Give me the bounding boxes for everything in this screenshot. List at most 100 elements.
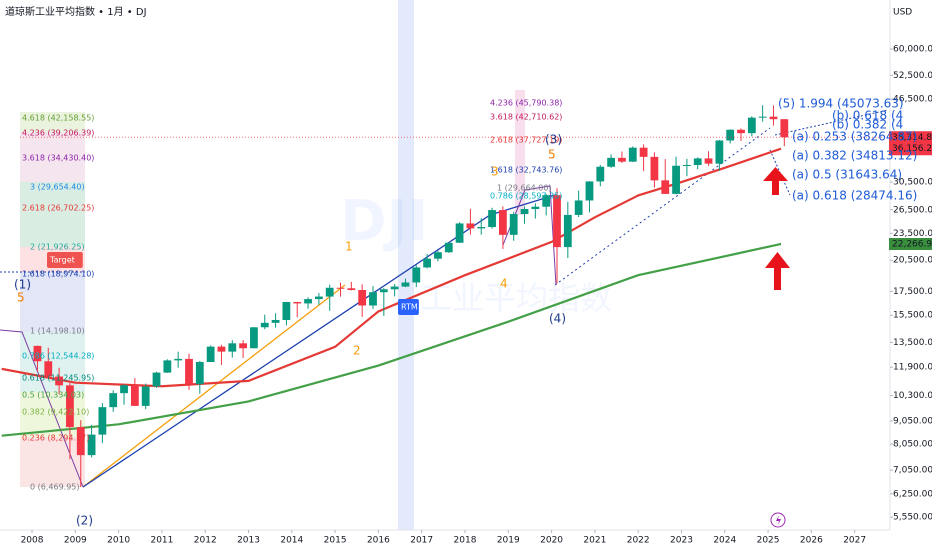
x-tick-label: 2024 (713, 536, 736, 546)
candle-body (672, 165, 680, 194)
candle-body (174, 358, 183, 361)
annotation: 5 (17, 291, 25, 305)
annotation: 3.618 (34,430.40) (22, 154, 94, 163)
candle-body (390, 286, 399, 290)
annotation: 4.236 (39,206.39) (22, 129, 94, 138)
candle-body (379, 289, 388, 293)
annotation: 0.236 (8,294.17) (22, 434, 89, 443)
y-tick-label: 11,900.00 (893, 363, 932, 373)
candle-body (271, 319, 280, 323)
alert-icon[interactable] (770, 512, 786, 528)
candle-body (747, 117, 756, 134)
x-tick-label: 2017 (410, 536, 433, 546)
x-tick-label: 2013 (237, 536, 260, 546)
candle-body (769, 116, 778, 120)
candle-body (304, 299, 312, 304)
annotation: (b) 0.618 (4 (832, 109, 903, 123)
candle-body (358, 290, 367, 306)
arrows (763, 167, 790, 290)
candle-body (195, 362, 204, 385)
annotation: 1 (14,198.10) (30, 327, 85, 336)
watermark: DJI (340, 189, 428, 254)
annotation: (4) (549, 312, 566, 326)
candle-body (55, 376, 63, 386)
annotation: 0.382 (9,422.10) (22, 408, 89, 417)
candle-body (574, 200, 583, 215)
candle-body (206, 346, 215, 363)
annotation: (1) (14, 278, 31, 292)
candle-body (498, 210, 507, 235)
candle-body (66, 385, 74, 428)
candle-body (531, 206, 540, 210)
candle-body (780, 119, 789, 138)
annotation: 0.5 (10,334.03) (22, 391, 84, 400)
annotation: 2 (21,926.25) (30, 243, 85, 252)
candle-body (758, 116, 767, 118)
candle-body (412, 267, 421, 283)
candle-body (401, 282, 410, 287)
candle-body (239, 343, 248, 349)
candle-body (282, 302, 291, 320)
y-tick-label: 7,050.00 (893, 466, 932, 476)
candle-body (325, 287, 334, 297)
ma-line (1, 147, 782, 388)
y-tick-label: 17,500.00 (893, 287, 932, 297)
annotation: RTM (401, 303, 418, 312)
candle-body (130, 385, 139, 406)
annotation: 4.236 (45,790.38) (490, 99, 562, 108)
candle-body (120, 385, 128, 394)
chart-title: 道琼斯工业平均指数 • 1月 • DJ (5, 5, 147, 18)
candle-body (434, 252, 442, 259)
y-tick-label: 23,500.00 (893, 229, 932, 239)
annotation: 1.618 (18,974.10) (22, 270, 94, 279)
candle-body (704, 158, 713, 164)
candle-body (477, 227, 486, 229)
candle-body (44, 361, 53, 377)
highlight-band (398, 0, 414, 530)
candle-body (141, 386, 150, 406)
candle-body (109, 393, 118, 408)
candle-body (152, 372, 161, 387)
annotation: 3 (29,654.40) (30, 183, 85, 192)
annotation: 0 (6,469.95) (30, 483, 80, 492)
highlight-band (515, 90, 525, 215)
annotation: 0.618 (11,245.95) (22, 374, 94, 383)
candle-body (661, 180, 670, 194)
x-tick-label: 2008 (21, 536, 44, 546)
y-tick-label: 20,500.00 (893, 256, 932, 266)
ma-line (1, 242, 782, 437)
annotation: (a) 0.382 (34813.12) (792, 149, 917, 163)
price-label: 38,314.87 (892, 133, 932, 143)
candle-body (314, 296, 323, 300)
candle-body (466, 223, 475, 229)
price-label: 36,156.24 (892, 144, 932, 154)
annotation: 1 (345, 240, 353, 254)
candle-body (520, 209, 529, 215)
x-tick-label: 2027 (843, 536, 866, 546)
annotation: (a) 0.5 (31643.64) (792, 168, 902, 182)
annotation: (3) (545, 133, 562, 147)
currency: USD (893, 8, 912, 18)
x-tick-label: 2023 (670, 536, 693, 546)
candle-body (228, 343, 237, 352)
candle-body (488, 210, 496, 228)
candle-body (98, 407, 107, 435)
x-tick-label: 2022 (627, 536, 650, 546)
y-tick-label: 60,000.00 (893, 45, 932, 55)
candle-body (444, 242, 453, 253)
candle-body (509, 214, 518, 235)
annotation: (b) 0.382 (4 (832, 118, 903, 132)
candle-body (715, 140, 724, 164)
y-tick-label: 46,500.00 (893, 95, 932, 105)
x-tick-label: 2009 (64, 536, 87, 546)
candle-body (607, 157, 616, 167)
annotation: 0.786 (12,544.28) (22, 352, 94, 361)
candle-body (596, 166, 605, 182)
y-tick-label: 10,300.00 (893, 391, 932, 401)
annotation: 0.786 (28,597.35) (490, 192, 562, 201)
candles (33, 105, 789, 488)
annotation: 4 (500, 277, 508, 291)
x-tick-label: 2011 (150, 536, 173, 546)
candle-body (33, 345, 42, 362)
